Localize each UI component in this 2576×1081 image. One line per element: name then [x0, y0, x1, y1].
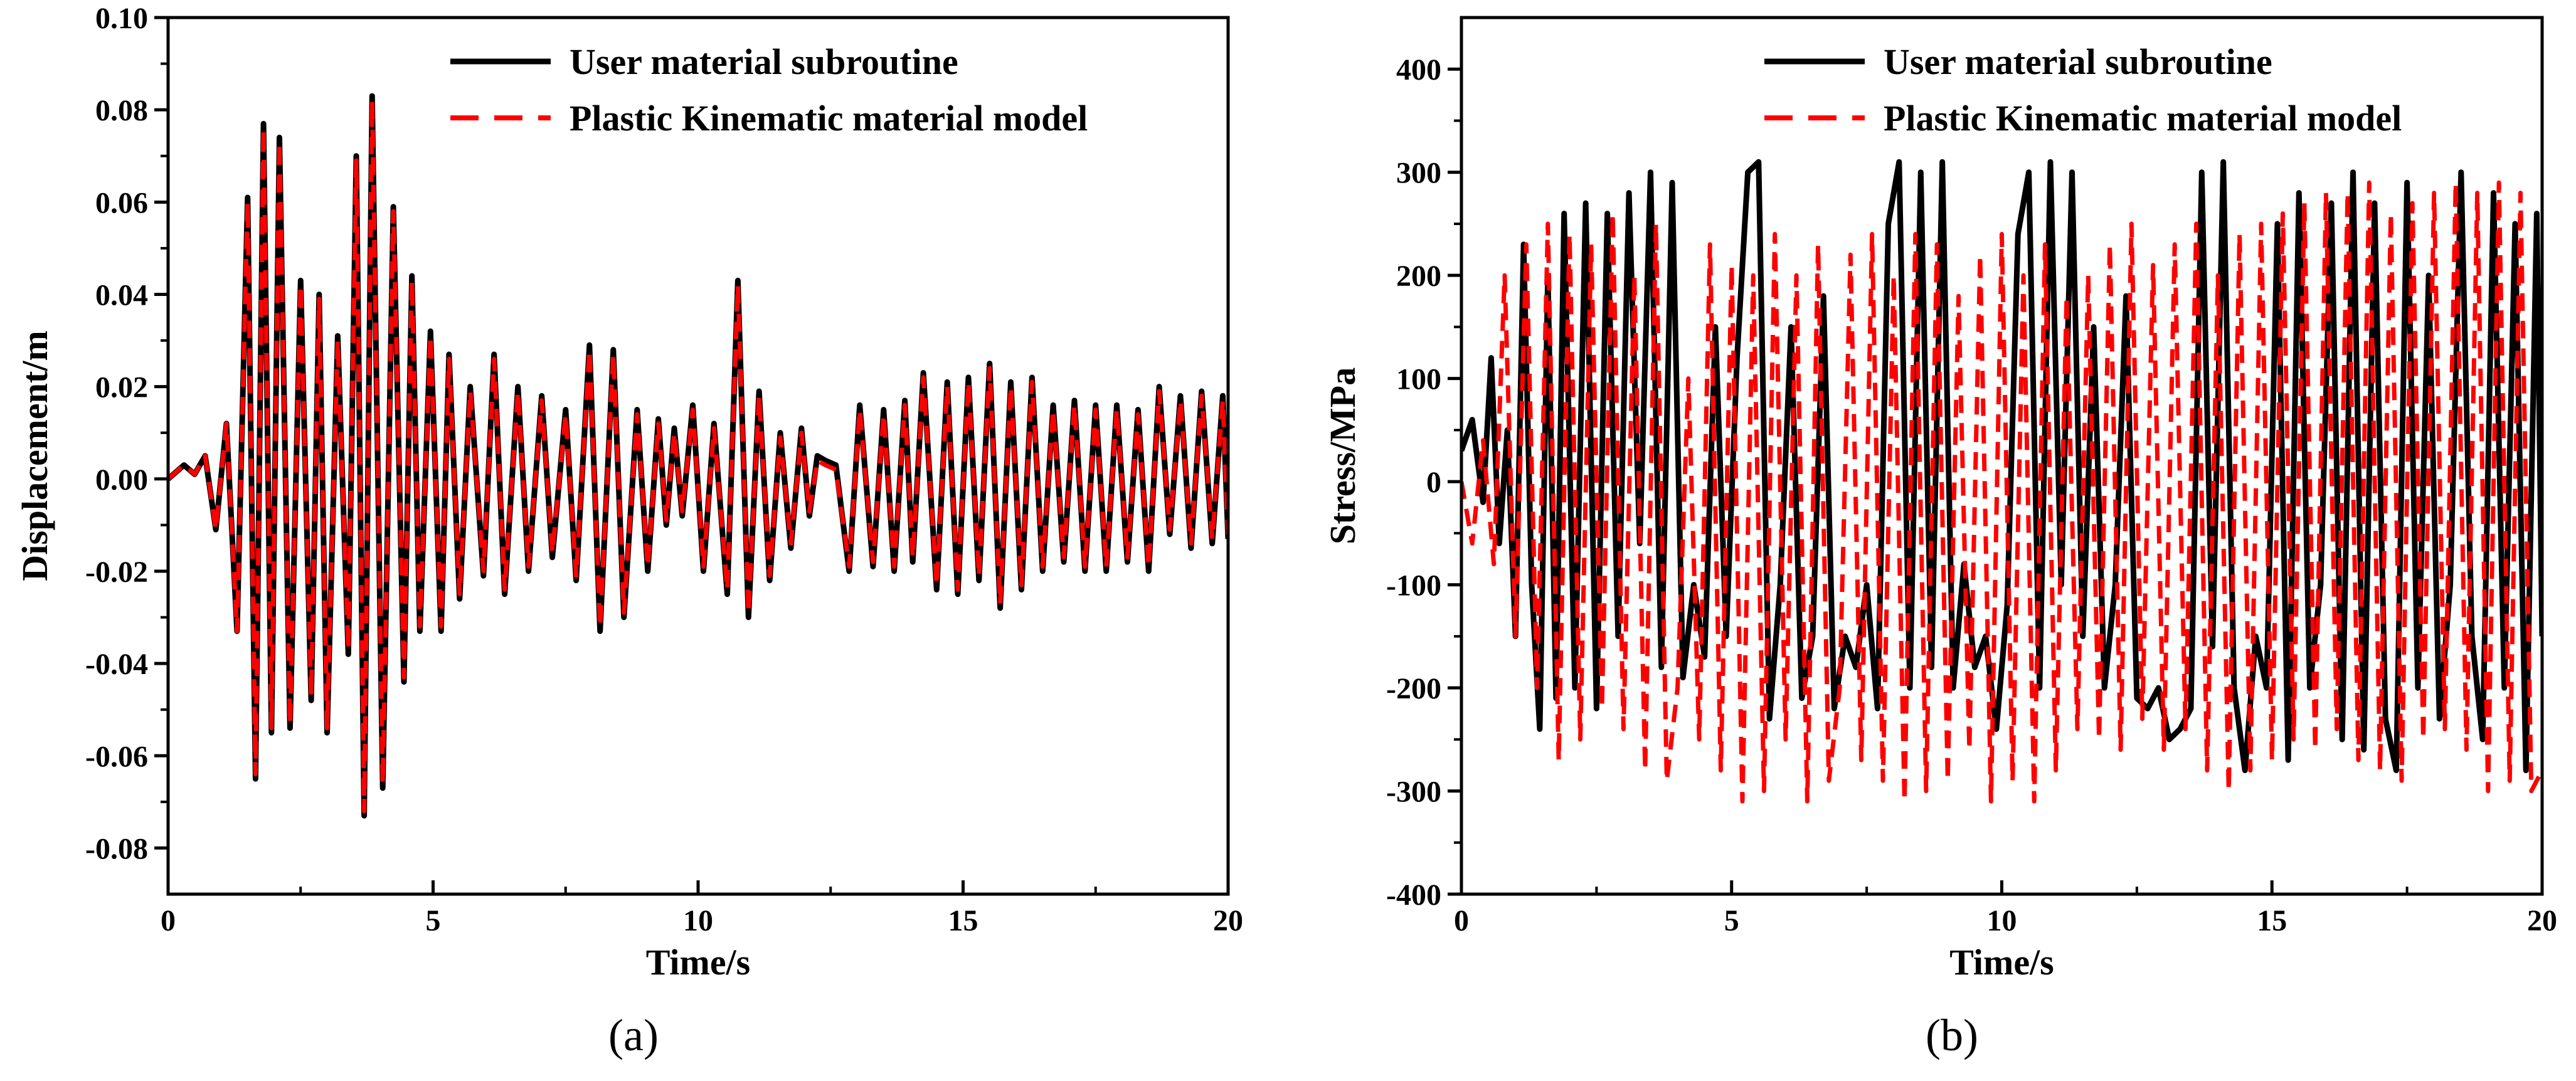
y-tick-label: 0.04	[95, 278, 148, 312]
y-tick-label: 0.06	[95, 186, 148, 219]
x-tick-label: 15	[2257, 904, 2287, 937]
series-line-user-material-subroutine	[168, 93, 1228, 819]
y-tick-label: -0.08	[85, 832, 148, 865]
y-tick-label: -0.02	[85, 556, 148, 589]
x-tick-label: 0	[161, 904, 176, 937]
x-axis-title: Time/s	[1949, 942, 2054, 983]
y-axis-title: Stress/MPa	[1322, 367, 1363, 544]
y-tick-label: -400	[1386, 878, 1441, 912]
y-tick-label: 0	[1426, 466, 1441, 499]
y-tick-label: 200	[1396, 260, 1441, 293]
y-tick-label: -0.06	[85, 740, 148, 773]
x-tick-label: 15	[948, 904, 978, 937]
y-tick-label: 0.10	[95, 2, 148, 35]
x-axis-title: Time/s	[646, 942, 751, 983]
panel-caption: (a)	[608, 1010, 659, 1060]
y-tick-label: 400	[1396, 53, 1441, 87]
panel-caption: (b)	[1926, 1010, 1978, 1060]
y-tick-label: -300	[1386, 776, 1441, 809]
y-tick-label: 0.08	[95, 94, 148, 127]
legend-label: Plastic Kinematic material model	[1884, 98, 2402, 139]
x-tick-label: 20	[2527, 904, 2557, 937]
x-tick-label: 5	[426, 904, 441, 937]
chart-panel-a: 0 5 10 15 20 -0.08 -0.06 -0.04 -0.02 0.00 0.02 0.04…	[14, 2, 1243, 1060]
y-tick-label: 100	[1396, 363, 1441, 396]
legend-label: User material subroutine	[570, 41, 958, 82]
x-tick-label: 20	[1213, 904, 1243, 937]
y-tick-label: 0.02	[95, 371, 148, 404]
series-line-plastic-kinematic-model	[1461, 180, 2542, 804]
y-tick-label: 0.00	[95, 463, 148, 497]
legend-label: Plastic Kinematic material model	[570, 98, 1088, 139]
series-line-plastic-kinematic-model	[168, 98, 1228, 814]
x-tick-label: 10	[683, 904, 713, 937]
y-tick-label: 300	[1396, 157, 1441, 190]
y-tick-label: -100	[1386, 569, 1441, 603]
y-axis-title: Displacement/m	[14, 330, 55, 581]
x-tick-label: 10	[1987, 904, 2017, 937]
legend-label: User material subroutine	[1884, 41, 2272, 82]
chart-panel-b: 0 5 10 15 20 -400 -300 -200 -100 0 100 200 300 400 Tim…	[1322, 16, 2557, 1060]
x-tick-label: 0	[1454, 904, 1469, 937]
y-tick-label: -200	[1386, 672, 1441, 705]
x-tick-label: 5	[1724, 904, 1739, 937]
y-tick-label: -0.04	[85, 648, 148, 681]
